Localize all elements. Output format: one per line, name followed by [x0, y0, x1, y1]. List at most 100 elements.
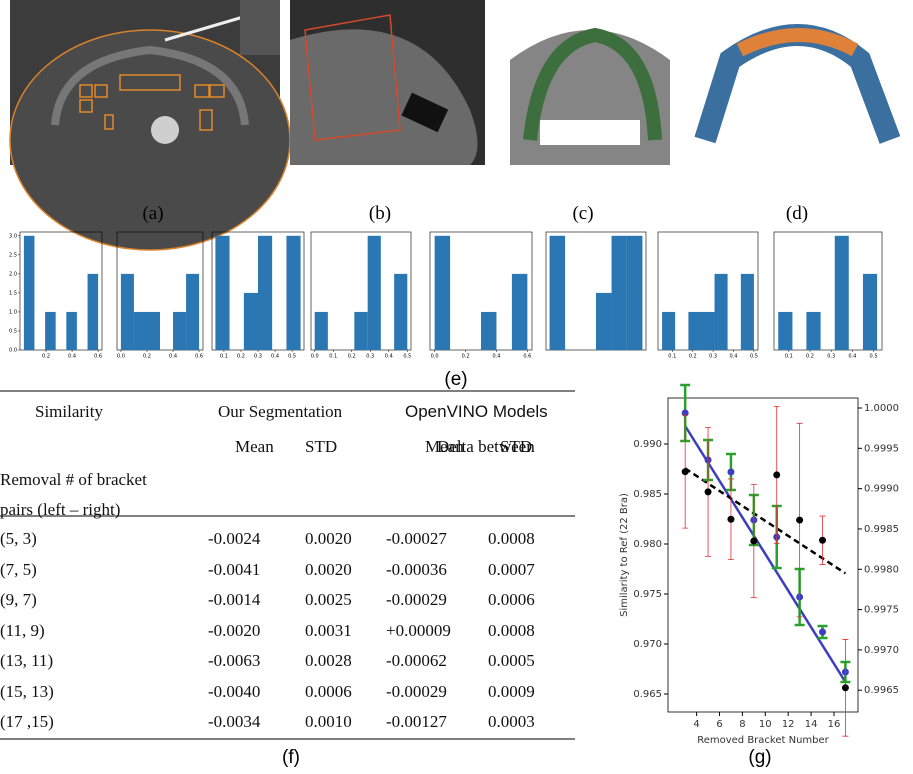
table-cell: 0.0003 [488, 712, 535, 732]
y-axis-label: Similarity to Ref (22 Bra) [619, 493, 630, 617]
x-tick-label: 0.0 [311, 354, 319, 360]
x-tick-label: 0.5 [870, 354, 878, 360]
y2-tick-label: 0.9980 [864, 564, 899, 575]
y-tick-label: 2.5 [9, 252, 17, 258]
image-c [510, 30, 670, 165]
table-cell: OpenVINO Models [405, 402, 548, 422]
bar [512, 274, 527, 350]
bar [45, 312, 56, 350]
x-tick-label: 0.1 [329, 354, 337, 360]
x-tick-label: 0.6 [94, 354, 102, 360]
table-cell: -0.00027 [386, 529, 447, 549]
table-cell: Our Segmentation [218, 402, 342, 422]
x-tick-label: 0.6 [523, 354, 531, 360]
image-b [290, 0, 485, 165]
x-tick-label: 14 [805, 719, 818, 730]
x-tick-label: 0.2 [42, 354, 50, 360]
x-tick-label: 16 [828, 719, 841, 730]
table-cell: STD [305, 437, 337, 457]
table-cell: (17 ,15) [0, 712, 54, 732]
bar [121, 274, 134, 350]
x-tick-label: 0.1 [785, 354, 793, 360]
y-tick-label: 0.0 [9, 348, 17, 354]
x-tick-label: 0.3 [366, 354, 374, 360]
y-tick-label: 1.5 [9, 290, 17, 296]
page: {"captions":{"a":"(a)","b":"(b)","c":"(c… [0, 0, 913, 774]
table-cell: -0.0040 [208, 682, 260, 702]
table-cell: (13, 11) [0, 651, 53, 671]
caption: (b) [369, 203, 391, 225]
x-tick-label: 0.6 [195, 354, 203, 360]
x-tick-label: 6 [716, 719, 722, 730]
table-cell: 0.0028 [305, 651, 352, 671]
table-cell: Mean [235, 437, 274, 457]
bar [612, 236, 627, 350]
x-tick-label: 0.2 [348, 354, 356, 360]
bar [315, 312, 328, 350]
x-tick-label: 4 [693, 719, 699, 730]
bar [354, 312, 367, 350]
x-tick-label: 0.2 [806, 354, 814, 360]
table-cell: -0.0034 [208, 712, 260, 732]
x-tick-label: 0.3 [827, 354, 835, 360]
y-tick-label: 0.5 [9, 328, 17, 334]
x-tick-label: 0.0 [117, 354, 125, 360]
bar [550, 236, 566, 350]
bar [701, 312, 714, 350]
point [727, 469, 734, 476]
y-tick-label: 3.0 [9, 233, 17, 239]
bar [134, 312, 147, 350]
caption: (e) [444, 369, 467, 391]
table-cell: 0.0009 [488, 682, 535, 702]
bar [435, 236, 450, 350]
table-cell: -0.00127 [386, 712, 447, 732]
image-d [705, 35, 890, 140]
x-tick-label: 0.5 [288, 354, 296, 360]
x-tick-label: 0.3 [709, 354, 717, 360]
table-cell: 0.0008 [488, 621, 535, 641]
y-tick-label: 0.990 [633, 439, 662, 450]
caption: (c) [572, 203, 593, 225]
table-cell: +0.00009 [386, 621, 451, 641]
table-cell: (7, 5) [0, 560, 37, 580]
bar [627, 236, 643, 350]
table-cell: Mean [425, 437, 464, 457]
bar [368, 236, 381, 350]
x-tick-label: 0.4 [848, 354, 856, 360]
x-tick-label: 0.2 [237, 354, 245, 360]
table-cell: -0.0041 [208, 560, 260, 580]
bar [88, 274, 99, 350]
bar [806, 312, 820, 350]
x-tick-label: 0.2 [689, 354, 697, 360]
table-cell: 0.0020 [305, 529, 352, 549]
point [819, 629, 826, 636]
table-cell: 0.0008 [488, 529, 535, 549]
y-tick-label: 0.985 [633, 489, 662, 500]
bar [394, 274, 407, 350]
y-tick-label: 0.965 [633, 689, 662, 700]
x-tick-label: 8 [739, 719, 745, 730]
y2-tick-label: 0.9970 [864, 645, 899, 656]
table-cell: (11, 9) [0, 621, 45, 641]
table-cell: 0.0031 [305, 621, 352, 641]
point [682, 468, 689, 475]
x-tick-label: 0.1 [668, 354, 676, 360]
bar [286, 236, 300, 350]
x-tick-label: 0.3 [254, 354, 262, 360]
caption: (f) [282, 747, 300, 769]
table-cell: 0.0020 [305, 560, 352, 580]
bar [481, 312, 496, 350]
bar [863, 274, 877, 350]
table-cell: -0.00029 [386, 590, 447, 610]
bar [147, 312, 160, 350]
table-cell: 0.0006 [305, 682, 352, 702]
table-cell: -0.0014 [208, 590, 260, 610]
x-tick-label: 0.4 [169, 354, 177, 360]
bar [662, 312, 675, 350]
caption: (d) [786, 203, 808, 225]
y-tick-label: 0.980 [633, 539, 662, 550]
x-tick-label: 0.4 [492, 354, 500, 360]
bar [258, 236, 272, 350]
point [727, 516, 734, 523]
y-tick-label: 2.0 [9, 271, 17, 277]
